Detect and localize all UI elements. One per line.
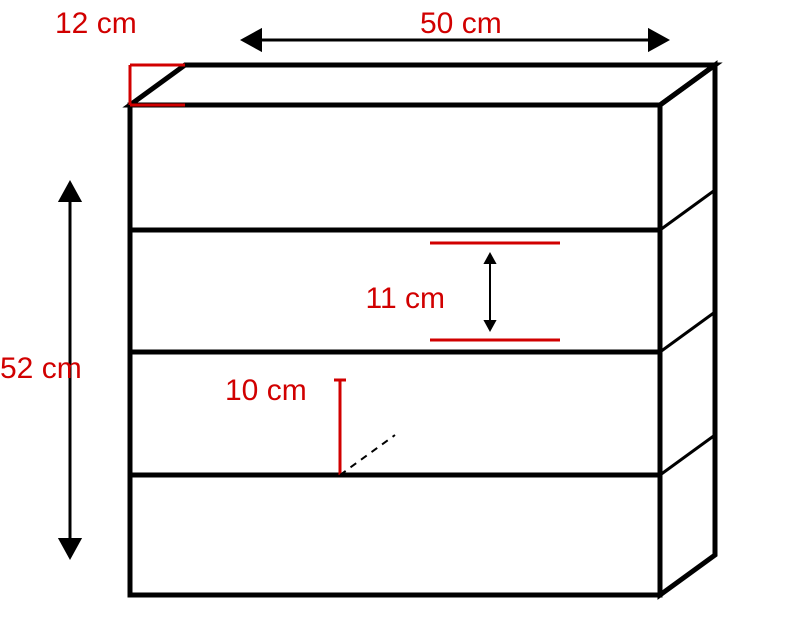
cabinet bbox=[130, 65, 715, 595]
dim-width: 50 cm bbox=[240, 7, 670, 52]
dim-shelf-gap-label: 11 cm bbox=[366, 282, 445, 315]
dim-shelf-depth: 10 cm bbox=[225, 374, 395, 475]
dim-depth: 12 cm bbox=[55, 7, 185, 105]
dim-depth-label: 12 cm bbox=[55, 7, 137, 40]
dim-width-label: 50 cm bbox=[420, 7, 502, 40]
dim-height: 52 cm bbox=[0, 180, 82, 560]
dim-shelf-depth-label: 10 cm bbox=[225, 374, 307, 407]
dim-height-label: 52 cm bbox=[0, 352, 82, 385]
dim-shelf-gap: 11 cm bbox=[366, 243, 560, 340]
dimension-diagram: 50 cm 52 cm 12 cm 11 cm 10 cm bbox=[0, 0, 800, 635]
